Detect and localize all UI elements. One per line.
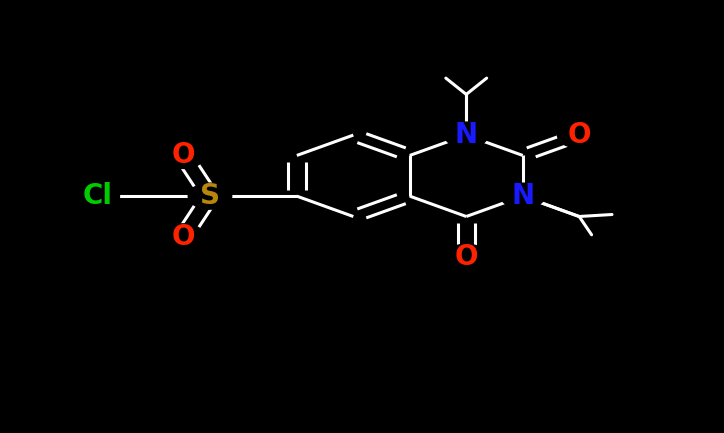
Text: Cl: Cl bbox=[83, 182, 113, 210]
Circle shape bbox=[161, 224, 205, 250]
Circle shape bbox=[557, 122, 601, 148]
Text: S: S bbox=[200, 182, 220, 210]
Circle shape bbox=[188, 183, 232, 209]
Circle shape bbox=[161, 142, 205, 168]
Text: O: O bbox=[172, 142, 195, 169]
Circle shape bbox=[445, 122, 488, 148]
Circle shape bbox=[76, 183, 119, 209]
Circle shape bbox=[445, 244, 488, 270]
Text: O: O bbox=[172, 223, 195, 251]
Text: N: N bbox=[455, 121, 478, 149]
Text: O: O bbox=[568, 121, 591, 149]
Text: N: N bbox=[511, 182, 534, 210]
Circle shape bbox=[501, 183, 544, 209]
Text: O: O bbox=[455, 243, 478, 271]
